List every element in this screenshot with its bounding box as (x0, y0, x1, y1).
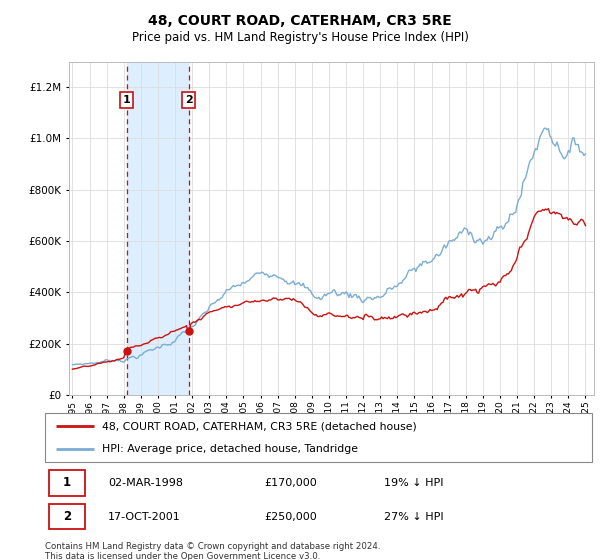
Text: HPI: Average price, detached house, Tandridge: HPI: Average price, detached house, Tand… (103, 444, 358, 454)
Text: 48, COURT ROAD, CATERHAM, CR3 5RE (detached house): 48, COURT ROAD, CATERHAM, CR3 5RE (detac… (103, 421, 417, 431)
Text: 1: 1 (63, 477, 71, 489)
Text: 17-OCT-2001: 17-OCT-2001 (108, 512, 181, 521)
FancyBboxPatch shape (49, 504, 85, 529)
Text: Contains HM Land Registry data © Crown copyright and database right 2024.
This d: Contains HM Land Registry data © Crown c… (45, 542, 380, 560)
Text: 2: 2 (185, 95, 193, 105)
Text: 27% ↓ HPI: 27% ↓ HPI (384, 512, 444, 521)
FancyBboxPatch shape (49, 470, 85, 496)
Bar (127, 62, 188, 395)
Text: £170,000: £170,000 (264, 478, 317, 488)
Text: 19% ↓ HPI: 19% ↓ HPI (384, 478, 444, 488)
Text: 48, COURT ROAD, CATERHAM, CR3 5RE: 48, COURT ROAD, CATERHAM, CR3 5RE (148, 14, 452, 28)
Text: 2: 2 (63, 510, 71, 523)
Text: Price paid vs. HM Land Registry's House Price Index (HPI): Price paid vs. HM Land Registry's House … (131, 31, 469, 44)
Text: 02-MAR-1998: 02-MAR-1998 (108, 478, 183, 488)
FancyBboxPatch shape (45, 413, 592, 462)
Text: 1: 1 (123, 95, 131, 105)
Text: £250,000: £250,000 (264, 512, 317, 521)
